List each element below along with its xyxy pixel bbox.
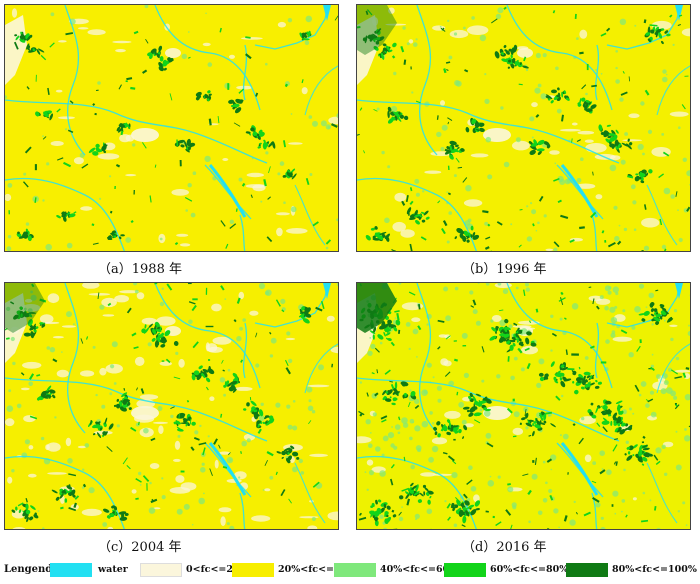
legend-label-60-80: 60%<fc<=80% bbox=[490, 564, 569, 575]
caption-b: （b）1996 年 bbox=[462, 262, 547, 277]
legend-swatch-20-40 bbox=[232, 563, 274, 577]
legend-swatch-60-80 bbox=[444, 563, 486, 577]
legend-swatch-water bbox=[50, 563, 92, 577]
map-panel-a bbox=[4, 4, 339, 252]
caption-c: （c）2004 年 bbox=[98, 540, 182, 555]
legend-label-water: water bbox=[98, 564, 128, 575]
map-image-d bbox=[357, 283, 690, 529]
map-image-b bbox=[357, 5, 690, 251]
map-image-c bbox=[5, 283, 338, 529]
map-image-a bbox=[5, 5, 338, 251]
legend-title: Lengend bbox=[4, 564, 53, 575]
legend-swatch-0-20 bbox=[140, 563, 182, 577]
legend-label-40-60: 40%<fc<=60% bbox=[380, 564, 459, 575]
legend-label-80-100: 80%<fc<=100% bbox=[612, 564, 697, 575]
caption-a: （a）1988 年 bbox=[98, 262, 182, 277]
legend-swatch-80-100 bbox=[566, 563, 608, 577]
legend: Lengend water 0<fc<=20% 20%<fc<=40% 40%<… bbox=[0, 560, 700, 584]
map-panel-d bbox=[356, 282, 691, 530]
map-panel-b bbox=[356, 4, 691, 252]
caption-d: （d）2016 年 bbox=[462, 540, 547, 555]
legend-swatch-40-60 bbox=[334, 563, 376, 577]
legend-label-0-20: 0<fc<=20% bbox=[186, 564, 249, 575]
map-panel-c bbox=[4, 282, 339, 530]
legend-label-20-40: 20%<fc<=40% bbox=[278, 564, 357, 575]
